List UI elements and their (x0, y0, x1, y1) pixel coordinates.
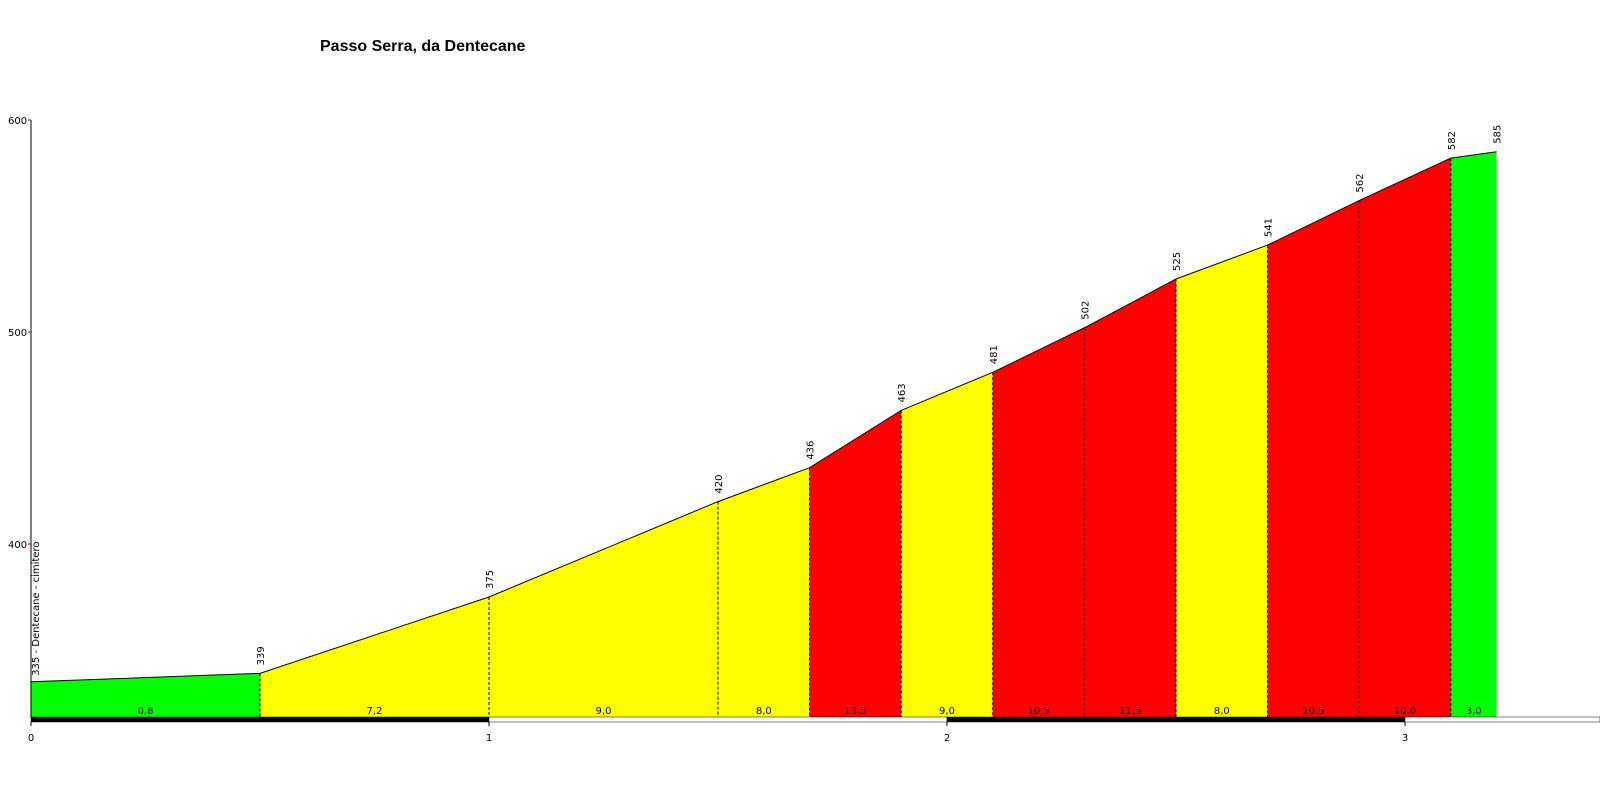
x-tick-label: 2 (944, 733, 950, 744)
gradient-segment-8 (1084, 279, 1176, 717)
km-scale-bar (946, 716, 1406, 723)
gradient-segment-3 (489, 501, 718, 717)
elevation-label: 420 (714, 475, 725, 494)
gradient-segment-12 (1450, 151, 1497, 718)
elevation-label: 525 (1172, 252, 1183, 271)
elevation-label: 463 (897, 383, 908, 402)
start-location-label: 335 - Dentecane - cimitero (31, 542, 42, 676)
chart-title: Passo Serra, da Dentecane (320, 38, 526, 55)
gradient-label: 10,5 (1027, 706, 1049, 717)
gradient-segment-9 (1176, 245, 1268, 717)
elevation-label: 562 (1355, 173, 1366, 192)
y-tick-label: 500 (8, 328, 27, 339)
gradient-label: 8,0 (756, 706, 772, 717)
profile-line (30, 151, 1497, 683)
gradient-segment-5 (809, 410, 902, 717)
gradient-label: 9,0 (596, 706, 612, 717)
gradient-label: 11,5 (1119, 706, 1141, 717)
x-tick-label: 1 (486, 733, 492, 744)
gradient-label: 10,5 (1302, 706, 1324, 717)
x-tick-label: 3 (1402, 733, 1408, 744)
km-scale-bar (30, 716, 490, 723)
elevation-label: 436 (806, 441, 817, 460)
elevation-label: 375 (485, 570, 496, 589)
y-tick-label: 600 (8, 116, 27, 127)
elevation-label: 582 (1447, 131, 1458, 150)
y-tick-label: 400 (8, 540, 27, 551)
gradient-segment-11 (1359, 158, 1451, 717)
elevation-label: 541 (1264, 218, 1275, 237)
x-tick-label: 0 (28, 733, 34, 744)
gradient-label: 0,8 (138, 706, 154, 717)
gradient-label: 7,2 (367, 706, 383, 717)
gradient-segment-1 (31, 673, 260, 717)
gradient-label: 9,0 (939, 706, 955, 717)
gradient-segment-6 (901, 372, 993, 717)
km-scale-bar (488, 716, 948, 723)
gradient-label: 3,0 (1466, 706, 1482, 717)
elevation-label: 481 (989, 345, 1000, 364)
gradient-label: 13,5 (844, 706, 866, 717)
gradient-segment-2 (260, 597, 489, 717)
elevation-label: 502 (1080, 301, 1091, 320)
gradient-segment-7 (992, 327, 1085, 717)
km-scale-bar (1404, 716, 1600, 723)
gradient-segment-10 (1267, 200, 1360, 717)
elevation-label: 339 (256, 646, 267, 665)
gradient-segment-4 (718, 467, 810, 717)
gradient-label: 8,0 (1214, 706, 1230, 717)
gradient-label: 10,0 (1394, 706, 1416, 717)
elevation-label: 585 (1493, 125, 1504, 144)
